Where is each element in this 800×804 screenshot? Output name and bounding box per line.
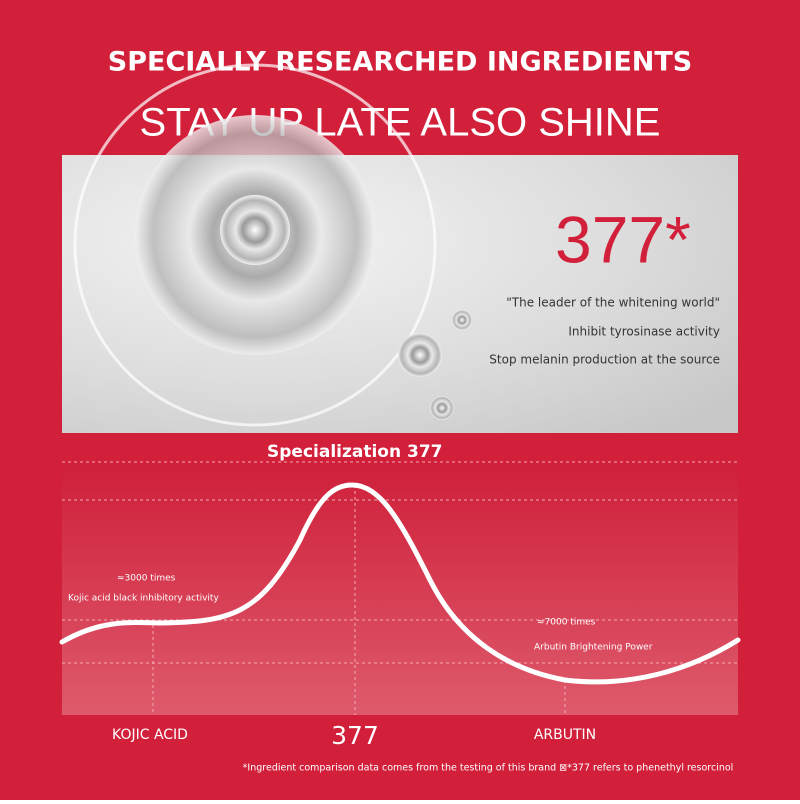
chart-title: Specialization 377	[267, 442, 442, 462]
annotation-text: Kojic acid black inhibitory activity	[68, 594, 219, 604]
axis-label: KOJIC ACID	[112, 727, 188, 743]
axis-label: ARBUTIN	[534, 727, 596, 743]
annotation-multiple: ≈3000 times	[117, 574, 176, 584]
annotation-text: Arbutin Brightening Power	[534, 643, 653, 653]
title: SPECIALLY RESEARCHED INGREDIENTS	[108, 47, 692, 78]
panel-line: Stop melanin production at the source	[489, 353, 720, 367]
headline: 377*	[555, 202, 691, 276]
panel-line: Inhibit tyrosinase activity	[568, 325, 720, 339]
footnote: *Ingredient comparison data comes from t…	[243, 763, 734, 774]
annotation-multiple: ≈7000 times	[537, 618, 596, 628]
axis-label: 377	[331, 721, 379, 750]
image-panel: 377* "The leader of the whitening world"…	[62, 63, 738, 433]
comparison-chart: Specialization 377 ≈3000 times Kojic aci…	[59, 442, 741, 750]
panel-line: "The leader of the whitening world"	[506, 296, 720, 310]
